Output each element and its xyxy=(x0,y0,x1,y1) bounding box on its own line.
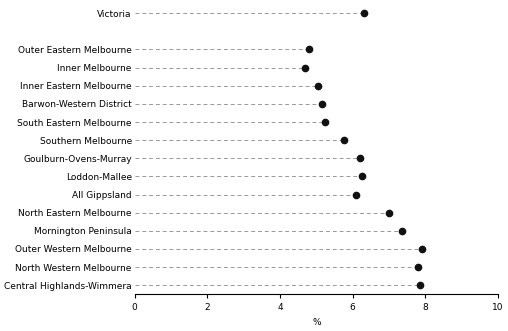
X-axis label: %: % xyxy=(312,318,321,327)
